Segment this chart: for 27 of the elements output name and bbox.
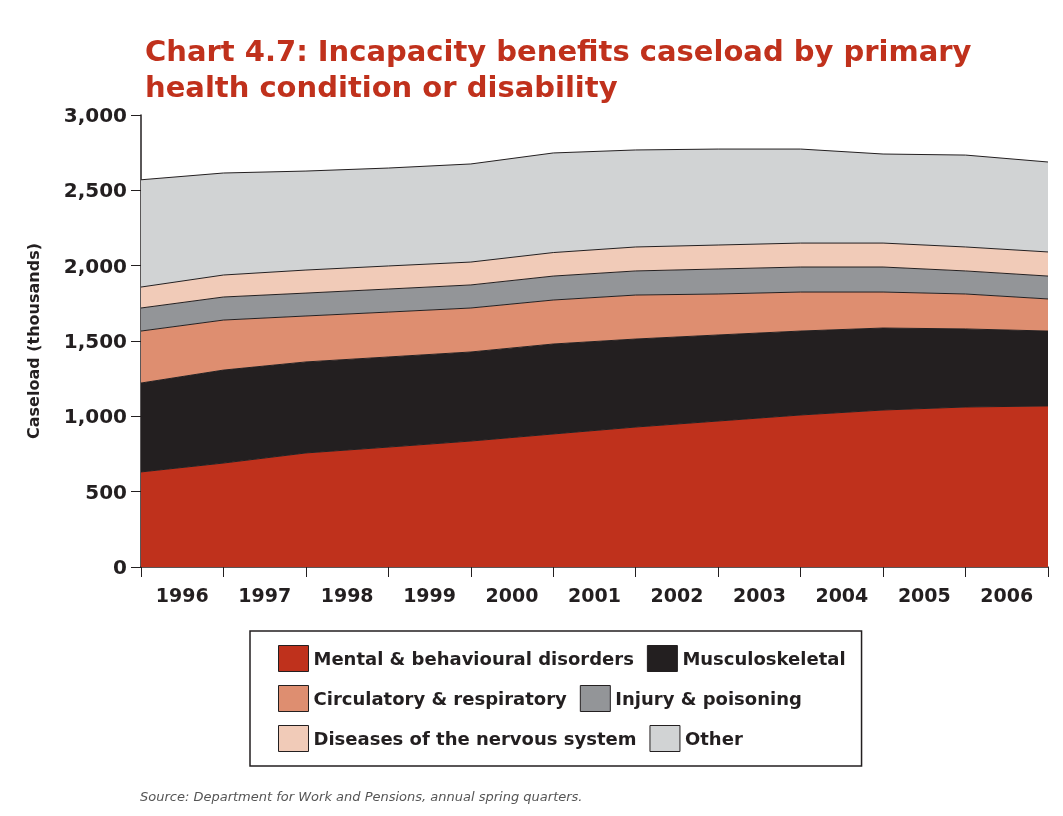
y-tick-label: 1,000 — [63, 404, 127, 429]
y-tick-label: 1,500 — [63, 329, 127, 353]
legend-label: Musculoskeletal — [682, 648, 846, 669]
x-tick-label: 2002 — [650, 583, 704, 606]
y-tick-label: 2,000 — [63, 253, 127, 278]
y-tick-label: 3,000 — [63, 103, 127, 127]
legend-label: Injury & poisoning — [615, 688, 802, 709]
x-tick-label: 1999 — [403, 583, 457, 606]
legend-label: Diseases of the nervous system — [313, 728, 637, 749]
legend-label: Mental & behavioural disorders — [313, 648, 634, 669]
x-tick-label: 2006 — [980, 583, 1034, 606]
x-tick-label: 2000 — [485, 583, 539, 606]
x-tick-label: 2001 — [568, 583, 621, 606]
y-tick-label: 500 — [85, 479, 127, 504]
legend-label: Other — [684, 728, 743, 749]
x-tick-label: 2005 — [897, 583, 951, 606]
y-tick-label: 2,500 — [63, 178, 127, 203]
x-tick-label: 2003 — [732, 583, 786, 606]
y-tick-label: 0 — [113, 555, 127, 579]
x-tick-label: 1997 — [238, 583, 292, 606]
chart-title: Chart 4.7: Incapacity benefits caseload by primary health condition or disability — [145, 34, 982, 104]
x-tick-label: 1998 — [320, 583, 374, 606]
legend-label: Circulatory & respiratory — [313, 688, 568, 709]
y-axis-title: Caseload (thousands) — [23, 243, 43, 439]
x-tick-label: 2004 — [815, 583, 869, 606]
x-tick-label: 1996 — [155, 583, 209, 606]
source-note: Source: Department for Work and Pensions, annual spring quarters. — [140, 789, 583, 804]
